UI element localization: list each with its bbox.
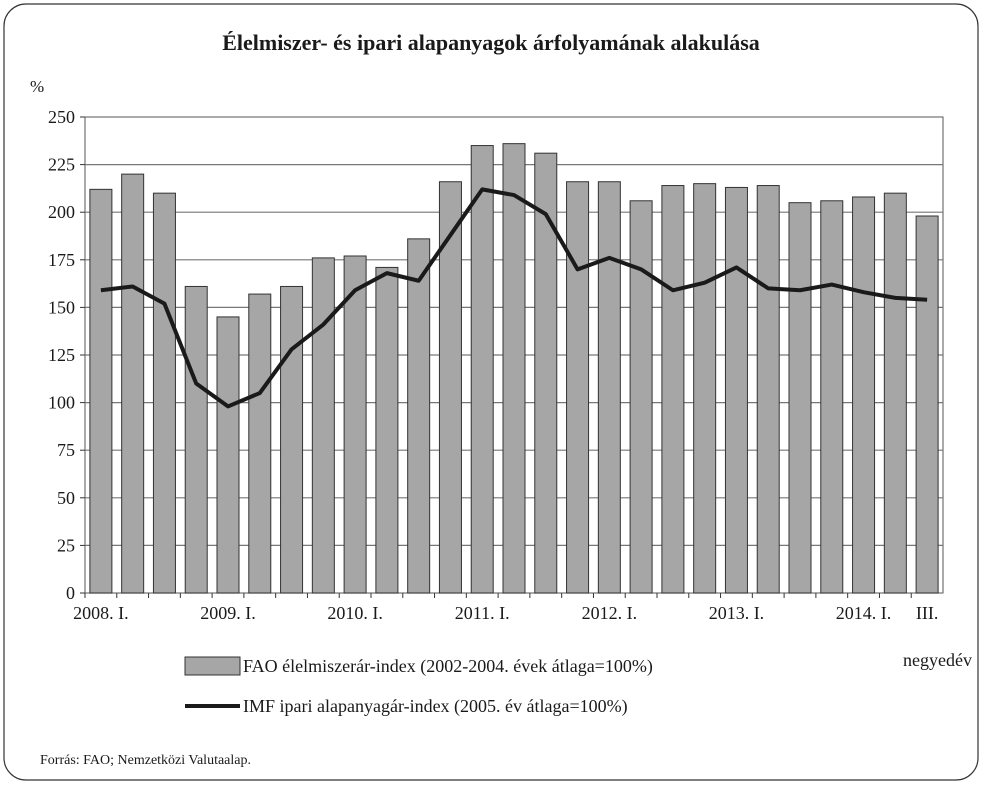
x-tick-label: 2012. I.	[582, 603, 638, 623]
chart-title: Élelmiszer- és ipari alapanyagok árfolya…	[222, 30, 760, 55]
x-tick-label: 2010. I.	[327, 603, 383, 623]
bar	[470, 145, 494, 594]
bar	[343, 255, 367, 594]
bar	[438, 181, 462, 594]
y-tick-label: 200	[48, 202, 75, 222]
bar	[661, 185, 685, 594]
y-tick-label: 75	[57, 440, 75, 460]
y-tick-label: 150	[48, 297, 75, 317]
bar	[883, 192, 907, 594]
y-tick-label: 25	[57, 535, 75, 555]
y-tick-label: 125	[48, 345, 75, 365]
bar	[788, 202, 812, 594]
bar	[852, 196, 876, 594]
y-tick-label: 250	[48, 107, 75, 127]
bar	[566, 181, 590, 594]
bar	[629, 200, 653, 594]
y-tick-label: 175	[48, 250, 75, 270]
bar	[915, 215, 939, 594]
x-tick-label: 2009. I.	[200, 603, 256, 623]
bar	[724, 186, 748, 594]
x-tick-label: 2008. I.	[73, 603, 129, 623]
x-tick-label: 2013. I.	[709, 603, 765, 623]
legend-label: IMF ipari alapanyagár-index (2005. év át…	[243, 696, 628, 717]
bar	[407, 238, 431, 594]
y-tick-label: 0	[66, 583, 75, 603]
bar	[756, 185, 780, 594]
bar	[311, 257, 335, 594]
legend-swatch	[184, 656, 241, 676]
bar	[820, 200, 844, 594]
source: Forrás: FAO; Nemzetközi Valutaalap.	[40, 753, 251, 768]
bar	[534, 152, 558, 594]
bar	[280, 285, 304, 594]
bar	[502, 143, 526, 594]
bar	[89, 188, 113, 594]
x-axis-label: negyedév	[903, 650, 972, 670]
x-tick-label: 2014. I.	[836, 603, 892, 623]
bar	[597, 181, 621, 594]
y-tick-label: 50	[57, 488, 75, 508]
y-tick-label: 100	[48, 393, 75, 413]
line	[100, 187, 928, 409]
bar	[121, 173, 145, 594]
bar	[248, 293, 272, 594]
bar	[184, 285, 208, 594]
x-tick-label: 2011. I.	[455, 603, 510, 623]
bar	[693, 183, 717, 594]
y-tick-label: 225	[48, 155, 75, 175]
x-tick-label: III.	[916, 603, 938, 623]
legend-label: FAO élelmiszerár-index (2002-2004. évek …	[243, 656, 653, 677]
bar	[216, 316, 240, 594]
y-axis-label: %	[30, 77, 44, 96]
bar	[375, 266, 399, 594]
bar	[152, 192, 176, 594]
